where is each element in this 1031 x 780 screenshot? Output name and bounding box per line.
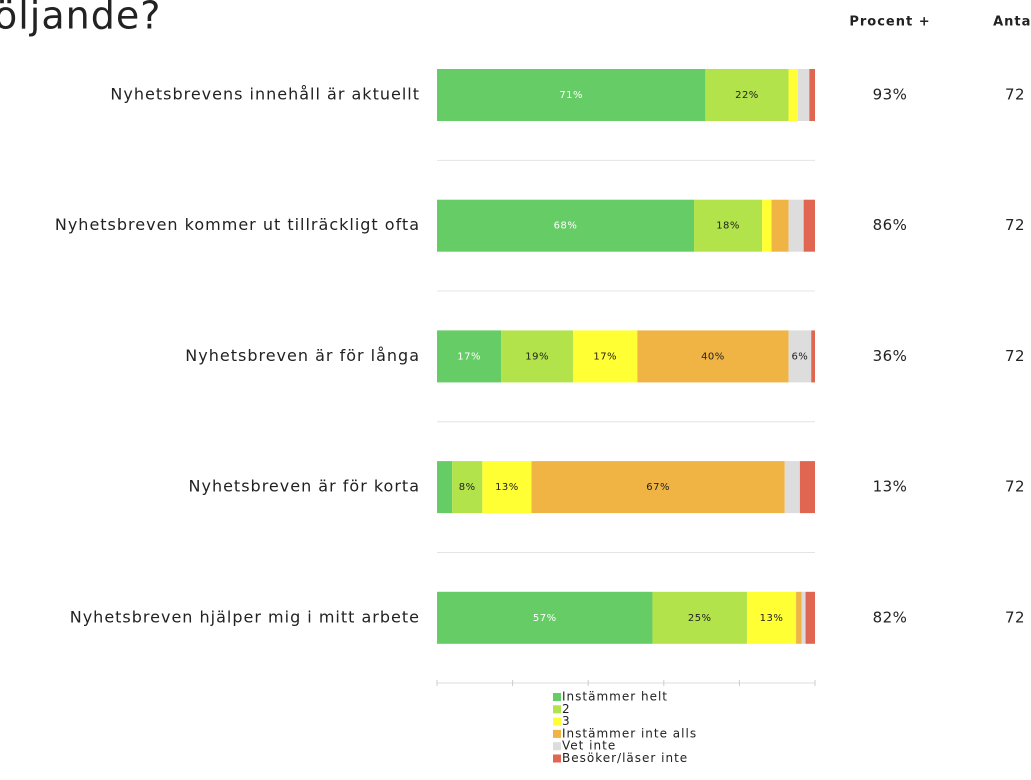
data-label: 17% (593, 351, 617, 362)
data-label: 13% (760, 613, 784, 624)
data-label: 67% (646, 482, 670, 493)
legend-swatch (553, 717, 561, 726)
category-label: Nyhetsbreven är för korta (189, 477, 421, 496)
data-label: 13% (495, 482, 519, 493)
category-label: Nyhetsbrevens innehåll är aktuellt (110, 85, 420, 104)
bar-segment (797, 69, 810, 121)
legend-label: Instämmer helt (562, 690, 668, 704)
bar-segment (746, 591, 797, 644)
bar-segment (437, 330, 502, 383)
bar-segment (803, 199, 815, 252)
column-value: 72 (1005, 478, 1025, 496)
bar-segment (788, 199, 804, 252)
data-label: 68% (554, 221, 578, 232)
legend-label: 3 (562, 714, 571, 728)
bar-segment (799, 461, 815, 514)
data-label: 6% (791, 351, 808, 362)
column-value: 13% (873, 478, 908, 496)
column-header: Antal (993, 15, 1031, 30)
legend-swatch (553, 729, 561, 738)
bar-segment (531, 461, 785, 514)
bar-segment (801, 591, 806, 644)
bar-segment (811, 330, 815, 383)
data-label: 57% (533, 613, 557, 624)
column-value: 36% (873, 347, 908, 365)
column-value: 72 (1005, 608, 1025, 626)
column-value: 93% (873, 86, 908, 104)
bar-segment (437, 199, 695, 252)
column-header: Procent + (849, 15, 930, 30)
data-label: 19% (525, 351, 549, 362)
category-label: Nyhetsbreven hjälper mig i mitt arbete (70, 607, 420, 626)
legend-swatch (553, 693, 561, 701)
data-label: 40% (701, 351, 725, 362)
data-label: 8% (459, 482, 476, 493)
chart-title: öljande? (0, 0, 161, 38)
bar-segment (705, 69, 789, 121)
bar-segment (771, 199, 789, 252)
bar-segment (784, 461, 800, 514)
bar-segment (796, 591, 802, 644)
bar-segment (437, 591, 653, 644)
column-value: 72 (1005, 347, 1025, 365)
bar-segment (482, 461, 532, 514)
data-label: 18% (716, 221, 740, 232)
legend-label: Instämmer inte alls (562, 726, 697, 740)
bar-segment (788, 330, 812, 383)
bar-segment (805, 591, 815, 644)
legend-label: Besöker/läser inte (562, 751, 688, 765)
data-label: 22% (735, 90, 759, 101)
bar-segment (452, 461, 483, 514)
bar-segment (694, 199, 763, 252)
bar-segment (437, 461, 453, 514)
legend-swatch (553, 705, 561, 714)
bar-segment (652, 591, 747, 644)
column-value: 72 (1005, 86, 1025, 104)
bar-segment (573, 330, 638, 383)
bar-segment (501, 330, 574, 383)
bar-segment (762, 199, 772, 252)
legend-label: 2 (562, 702, 571, 716)
category-label: Nyhetsbreven är för långa (185, 346, 420, 365)
bar-segment (637, 330, 789, 383)
data-label: 25% (688, 613, 712, 624)
category-label: Nyhetsbreven kommer ut tillräckligt ofta (55, 215, 420, 234)
data-label: 71% (559, 90, 583, 101)
column-value: 82% (873, 608, 908, 626)
legend-label: Vet inte (562, 739, 616, 753)
column-value: 86% (873, 216, 908, 234)
bar-segment (437, 69, 706, 121)
legend-swatch (553, 742, 561, 751)
legend-swatch (553, 754, 561, 763)
bar-segment (809, 69, 815, 121)
column-value: 72 (1005, 216, 1025, 234)
data-label: 17% (457, 351, 481, 362)
bar-segment (788, 69, 798, 121)
